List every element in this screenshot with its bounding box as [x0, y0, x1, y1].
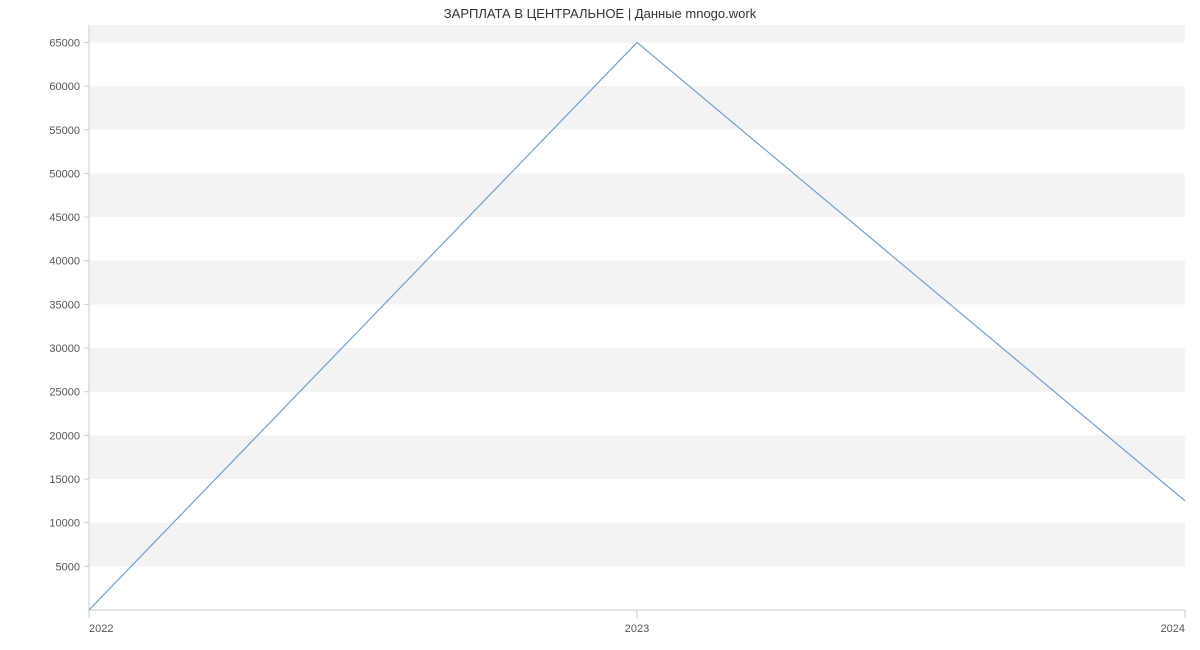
svg-text:40000: 40000	[49, 256, 80, 268]
svg-text:50000: 50000	[49, 168, 80, 180]
salary-line-chart: ЗАРПЛАТА В ЦЕНТРАЛЬНОЕ | Данные mnogo.wo…	[0, 0, 1200, 650]
svg-text:30000: 30000	[49, 343, 80, 355]
svg-text:45000: 45000	[49, 212, 80, 224]
svg-text:2023: 2023	[625, 623, 649, 635]
svg-text:25000: 25000	[49, 387, 80, 399]
chart-title: ЗАРПЛАТА В ЦЕНТРАЛЬНОЕ | Данные mnogo.wo…	[0, 6, 1200, 21]
chart-svg: 5000 10000 15000 20000 25000 30000 35000 40000 4…	[0, 0, 1200, 650]
svg-text:5000: 5000	[56, 561, 80, 573]
svg-text:60000: 60000	[49, 81, 80, 93]
svg-text:10000: 10000	[49, 518, 80, 530]
svg-text:2022: 2022	[89, 623, 113, 635]
svg-text:35000: 35000	[49, 299, 80, 311]
svg-text:55000: 55000	[49, 125, 80, 137]
svg-text:65000: 65000	[49, 37, 80, 49]
svg-text:2024: 2024	[1161, 623, 1185, 635]
svg-text:15000: 15000	[49, 474, 80, 486]
svg-text:20000: 20000	[49, 430, 80, 442]
